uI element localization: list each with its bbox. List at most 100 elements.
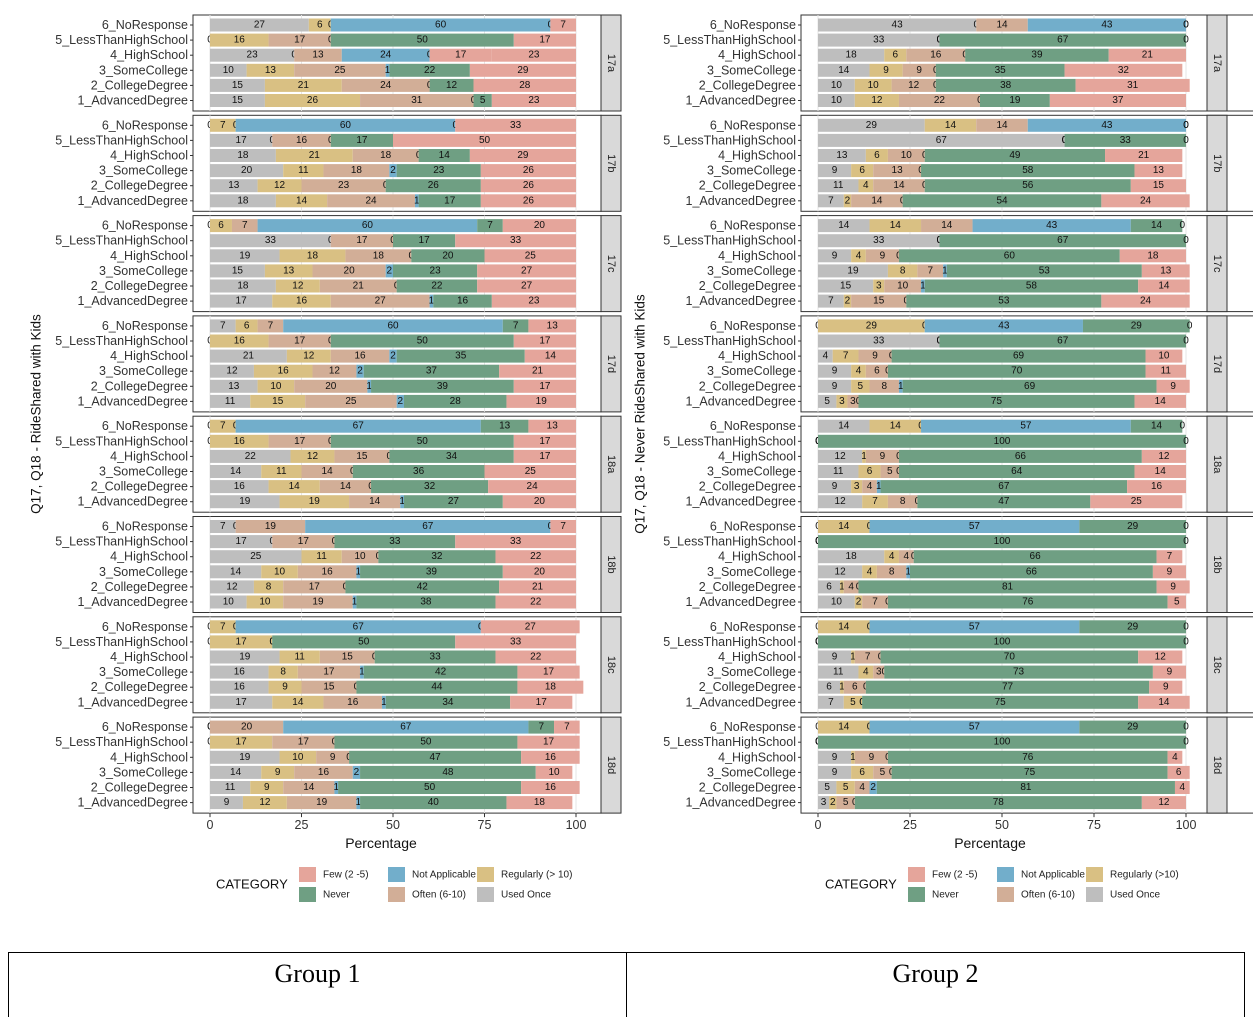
bar-segment: [862, 480, 877, 494]
bar-segment: [272, 294, 331, 308]
bar-value-label: 29: [1131, 320, 1143, 331]
category-tick-label: 4_HighSchool: [110, 449, 188, 463]
bar-segment: [880, 465, 899, 478]
bar-segment: [385, 264, 393, 278]
bar-segment: [854, 796, 1142, 810]
bar-value-label: 12: [835, 451, 847, 462]
bar-segment: [210, 550, 302, 564]
legend-label: Never: [323, 890, 350, 901]
bar-value-label: 13: [499, 421, 511, 432]
bar-value-label: 26: [307, 95, 319, 106]
bar-segment: [210, 94, 265, 107]
bar-value-label: 7: [220, 120, 226, 131]
bar-segment: [1152, 565, 1186, 579]
bar-value-label: 12: [226, 366, 238, 377]
facet-strip: [1206, 415, 1228, 513]
bar-segment: [210, 294, 273, 308]
bar-segment: [884, 665, 1153, 679]
bar-segment: [396, 394, 404, 408]
bar-segment: [854, 94, 899, 107]
bar-value-label: 10: [1158, 351, 1170, 362]
category-tick-label: 5_LessThanHighSchool: [663, 434, 796, 448]
bar-value-label: 14: [230, 466, 242, 477]
bar-segment: [840, 580, 844, 594]
bar-segment: [818, 94, 855, 107]
bar-segment: [374, 650, 496, 664]
bar-segment: [818, 680, 841, 694]
bar-value-label: 0: [1183, 20, 1189, 31]
bar-segment: [210, 495, 280, 509]
bar-segment: [1079, 620, 1186, 634]
bar-segment: [898, 465, 1135, 478]
bar-value-label: 18: [307, 250, 319, 261]
facet-strip: [1206, 114, 1228, 212]
category-tick-label: 1_AdvancedDegree: [686, 394, 797, 408]
bar-segment: [210, 164, 284, 178]
bar-value-label: 21: [243, 351, 255, 362]
bar-segment: [264, 94, 361, 107]
bar-segment: [330, 133, 393, 147]
bar-value-label: 77: [1002, 682, 1014, 693]
x-axis-title: Percentage: [954, 835, 1026, 851]
bar-value-label: 1: [850, 652, 856, 663]
bar-segment: [495, 550, 576, 564]
bar-segment: [352, 149, 419, 162]
bar-segment: [210, 695, 273, 709]
bar-value-label: 0: [1180, 421, 1186, 432]
bar-value-label: 12: [1155, 652, 1167, 663]
bar-segment: [917, 264, 944, 278]
bar-value-label: 0: [1183, 521, 1189, 532]
category-tick-label: 5_LessThanHighSchool: [55, 334, 188, 348]
bar-segment: [210, 118, 236, 132]
bar-value-label: 14: [871, 195, 883, 206]
bar-segment: [210, 149, 276, 162]
category-tick-label: 3_SomeCollege: [707, 264, 796, 278]
bar-value-label: 26: [523, 180, 535, 191]
bar-value-label: 17: [536, 697, 548, 708]
bar-segment: [341, 550, 379, 564]
bar-value-label: 1: [898, 381, 904, 392]
bar-segment: [1075, 78, 1190, 92]
bar-value-label: 0: [1183, 536, 1189, 547]
bar-segment: [517, 680, 584, 694]
bar-segment: [469, 63, 576, 77]
bar-segment: [294, 48, 342, 62]
bar-segment: [231, 219, 258, 233]
bar-segment: [818, 279, 874, 293]
category-tick-label: 4_HighSchool: [110, 48, 188, 62]
bar-value-label: 14: [838, 521, 850, 532]
bar-value-label: 69: [1024, 381, 1036, 392]
facet-label: 17b: [605, 154, 617, 172]
group-1-label: Group 1: [274, 959, 361, 988]
bar-segment: [275, 279, 320, 293]
bar-value-label: 75: [995, 697, 1007, 708]
bar-segment: [301, 680, 357, 694]
bar-value-label: 7: [828, 697, 834, 708]
bar-segment: [887, 264, 918, 278]
bar-value-label: 12: [835, 496, 847, 507]
bar-segment: [818, 78, 855, 92]
bar-segment: [308, 18, 331, 32]
bar-value-label: 5: [850, 697, 856, 708]
category-tick-label: 2_CollegeDegree: [699, 78, 796, 92]
category-tick-label: 6_NoResponse: [102, 419, 188, 433]
category-tick-label: 2_CollegeDegree: [91, 279, 188, 293]
bar-value-label: 19: [536, 396, 548, 407]
bar-value-label: 10: [901, 150, 913, 161]
bar-value-label: 10: [831, 95, 843, 106]
bar-value-label: 25: [1131, 496, 1143, 507]
bar-segment: [294, 63, 386, 77]
bar-segment: [393, 234, 456, 248]
bar-segment: [1079, 520, 1186, 533]
bar-segment: [836, 781, 855, 794]
bar-value-label: 0: [1183, 20, 1189, 31]
bar-segment: [818, 535, 1186, 549]
legend-key: [477, 867, 494, 882]
bar-segment: [301, 179, 386, 193]
bar-segment: [979, 94, 1050, 107]
bar-value-label: 9: [832, 652, 838, 663]
bar-value-label: 17: [323, 667, 335, 678]
bar-value-label: 0: [1183, 436, 1189, 447]
bar-segment: [210, 595, 247, 609]
bar-segment: [210, 48, 295, 62]
